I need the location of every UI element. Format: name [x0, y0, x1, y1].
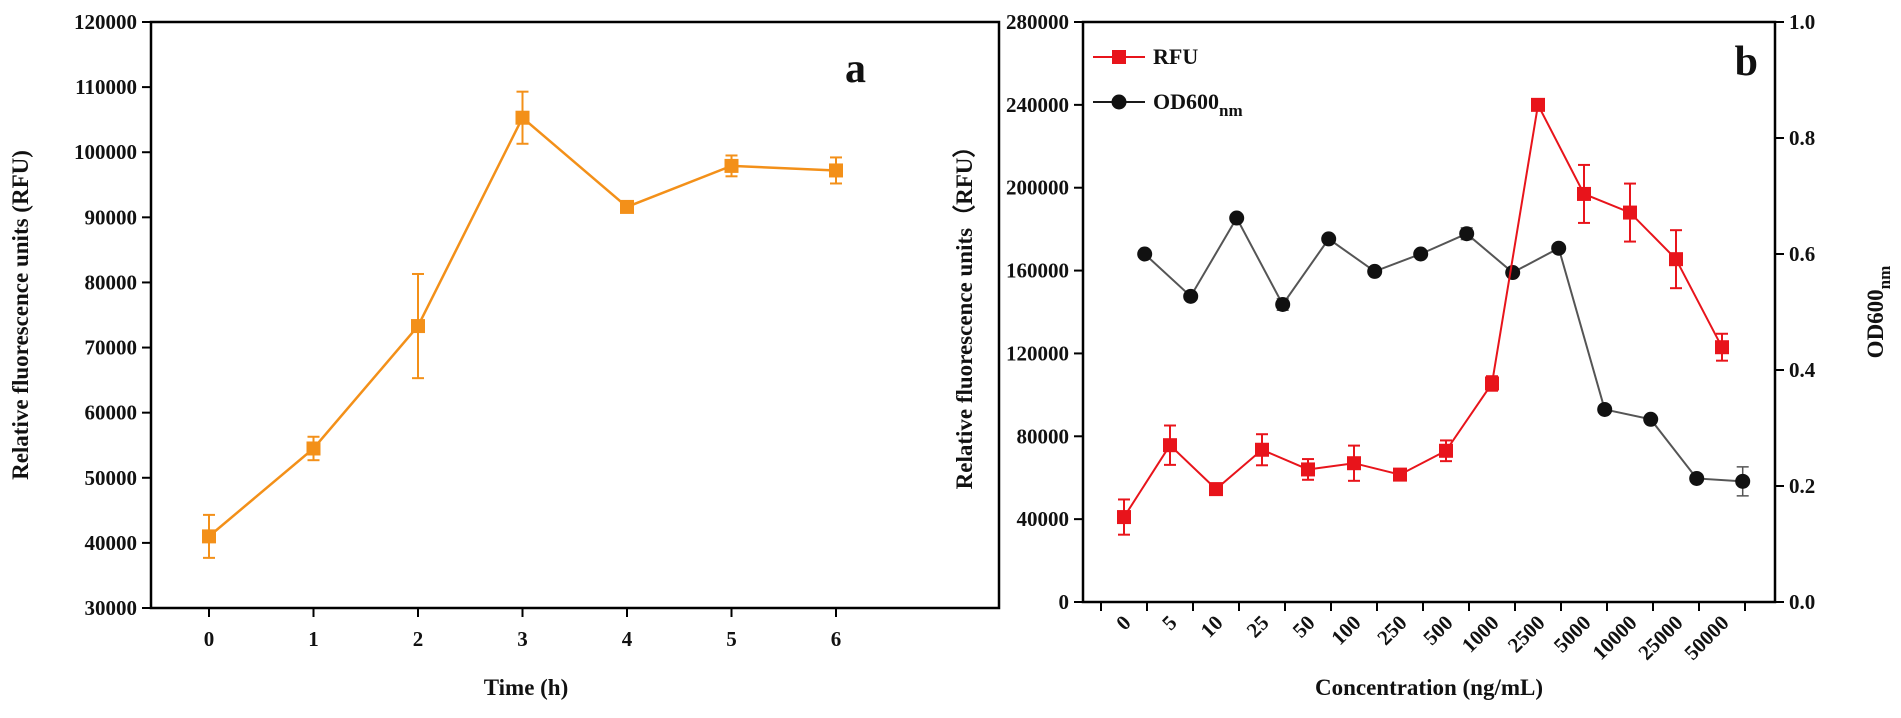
panel-a-point — [829, 163, 843, 178]
panel-a-ytick-label: 70000 — [85, 336, 138, 360]
panel-b-ytick-label: 0 — [1059, 590, 1070, 614]
panel-b-od-point — [1229, 210, 1245, 226]
panel-b-rfu-point — [1393, 467, 1407, 482]
panel-b-od-point — [1643, 411, 1659, 427]
panel-a-point — [515, 110, 530, 125]
panel-a-frame — [149, 20, 1001, 610]
panel-a-ytick-label: 100000 — [74, 140, 137, 164]
panel-a-point — [724, 158, 739, 173]
panel-a-point — [306, 441, 321, 456]
panel-b-y2tick-label: 0.8 — [1789, 126, 1815, 150]
panel-b-y2tick-label: 0.4 — [1789, 358, 1816, 382]
panel-a: a Time (h) Relative fluorescence units (… — [8, 10, 1001, 700]
panel-a-ytick-label: 30000 — [85, 596, 138, 620]
panel-a-xtick-label: 5 — [726, 627, 737, 651]
panel-a-ticks: 30000 40000 50000 60000 70000 80000 90000 10000… — [74, 10, 841, 651]
panel-b-y2tick-label: 1.0 — [1789, 10, 1815, 34]
panel-b-od-point — [1459, 226, 1475, 242]
panel-b-rfu-line — [1123, 101, 1723, 518]
panel-a-ytick-label: 80000 — [85, 270, 138, 294]
panel-a-point — [411, 319, 425, 334]
panel-b-rfu-point — [1485, 376, 1499, 391]
legend-rfu-label: RFU — [1153, 44, 1198, 69]
panel-b-rfu-point — [1117, 510, 1131, 525]
legend: RFU OD600nm — [1093, 44, 1243, 120]
panel-b-od-point — [1551, 240, 1567, 256]
legend-od-label-sub: nm — [1219, 101, 1243, 120]
panel-b-ytick-label: 120000 — [1006, 341, 1069, 365]
panel-a-ytick-label: 50000 — [85, 466, 138, 490]
panel-b-ytick-label: 80000 — [1017, 424, 1070, 448]
panel-b-rfu-point — [1715, 340, 1729, 355]
panel-b-od-point — [1183, 288, 1199, 304]
panel-a-ytick-label: 90000 — [85, 205, 138, 229]
panel-a-xtick-label: 2 — [413, 627, 424, 651]
panel-b-rfu-point — [1301, 462, 1315, 477]
panel-b-ytick-label: 240000 — [1006, 93, 1069, 117]
panel-b-ytick-label: 200000 — [1006, 176, 1069, 200]
panel-b-frame — [1081, 20, 1777, 604]
panel-b-rfu-point — [1439, 443, 1453, 458]
panel-b-rfu-point — [1163, 438, 1177, 453]
panel-b-marks — [1117, 97, 1751, 536]
panel-b-rfu-point — [1209, 482, 1223, 497]
panel-b-od-point — [1505, 265, 1521, 281]
legend-od-label-main: OD600 — [1153, 89, 1219, 114]
panel-b-ytick-label: 40000 — [1017, 507, 1070, 531]
panel-a-xtick-label: 4 — [622, 627, 633, 651]
panel-b-letter: b — [1735, 39, 1758, 85]
panel-b-y2tick-label: 0.2 — [1789, 474, 1815, 498]
panel-a-ylabel: Relative fluorescence units (RFU) — [8, 150, 33, 480]
panel-b-od-point — [1367, 263, 1383, 279]
panel-a-ytick-label: 40000 — [85, 531, 138, 555]
panel-b-rfu-point — [1531, 97, 1545, 112]
panel-a-xtick-label: 1 — [308, 627, 319, 651]
panel-b-od-line — [1144, 215, 1743, 483]
panel-b-od-point — [1689, 470, 1705, 486]
panel-b-ytick-label: 160000 — [1006, 259, 1069, 283]
panel-b-y2label-sub: nm — [1875, 266, 1894, 290]
panel-b-rfu-point — [1255, 442, 1269, 457]
panel-b-y2tick-label: 0.0 — [1789, 590, 1815, 614]
panel-b-ytick-label: 280000 — [1006, 10, 1069, 34]
panel-b-od-point — [1413, 246, 1429, 262]
panel-b-rfu-point — [1347, 456, 1361, 471]
panel-b-od-point — [1735, 473, 1751, 489]
panel-b-y2label: OD600nm — [1863, 266, 1894, 359]
panel-a-xtick-label: 0 — [204, 627, 215, 651]
panel-a-xlabel: Time (h) — [484, 675, 569, 700]
panel-a-xtick-label: 6 — [831, 627, 842, 651]
panel-a-ytick-label: 120000 — [74, 10, 137, 34]
legend-od-marker — [1111, 94, 1127, 110]
panel-b-xlabel: Concentration (ng/mL) — [1315, 675, 1543, 700]
panel-a-ytick-label: 110000 — [75, 75, 137, 99]
panel-b-rfu-point — [1623, 205, 1637, 220]
panel-a-ytick-label: 60000 — [85, 401, 138, 425]
panel-b-y2label-main: OD600 — [1863, 289, 1888, 358]
panel-a-marks — [202, 90, 843, 559]
panel-b-ylabel: Relative fluorescence units（RFU） — [951, 135, 977, 490]
panel-b-rfu-point — [1577, 186, 1591, 201]
panel-b-od-point — [1137, 246, 1153, 262]
panel-a-point — [202, 529, 216, 544]
panel-a-xtick-label: 3 — [517, 627, 528, 651]
panel-b-y2tick-label: 0.6 — [1789, 242, 1815, 266]
panel-b-rfu-point — [1669, 252, 1683, 267]
panel-a-letter: a — [845, 46, 866, 92]
panel-b-od-point — [1275, 296, 1291, 312]
panel-b-od-point — [1597, 401, 1613, 417]
panel-a-point — [620, 199, 634, 214]
legend-rfu-marker — [1112, 50, 1126, 64]
legend-od-label: OD600nm — [1153, 89, 1243, 120]
panel-b-od-point — [1321, 231, 1337, 247]
